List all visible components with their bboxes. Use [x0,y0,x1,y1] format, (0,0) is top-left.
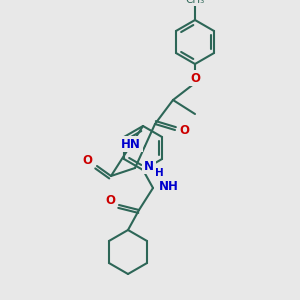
Text: O: O [82,154,92,166]
Text: NH: NH [159,179,179,193]
Text: O: O [105,194,115,206]
Text: O: O [179,124,189,136]
Text: N: N [144,160,154,172]
Text: CH₃: CH₃ [185,0,205,5]
Text: O: O [190,71,200,85]
Text: HN: HN [121,137,141,151]
Text: H: H [154,168,164,178]
